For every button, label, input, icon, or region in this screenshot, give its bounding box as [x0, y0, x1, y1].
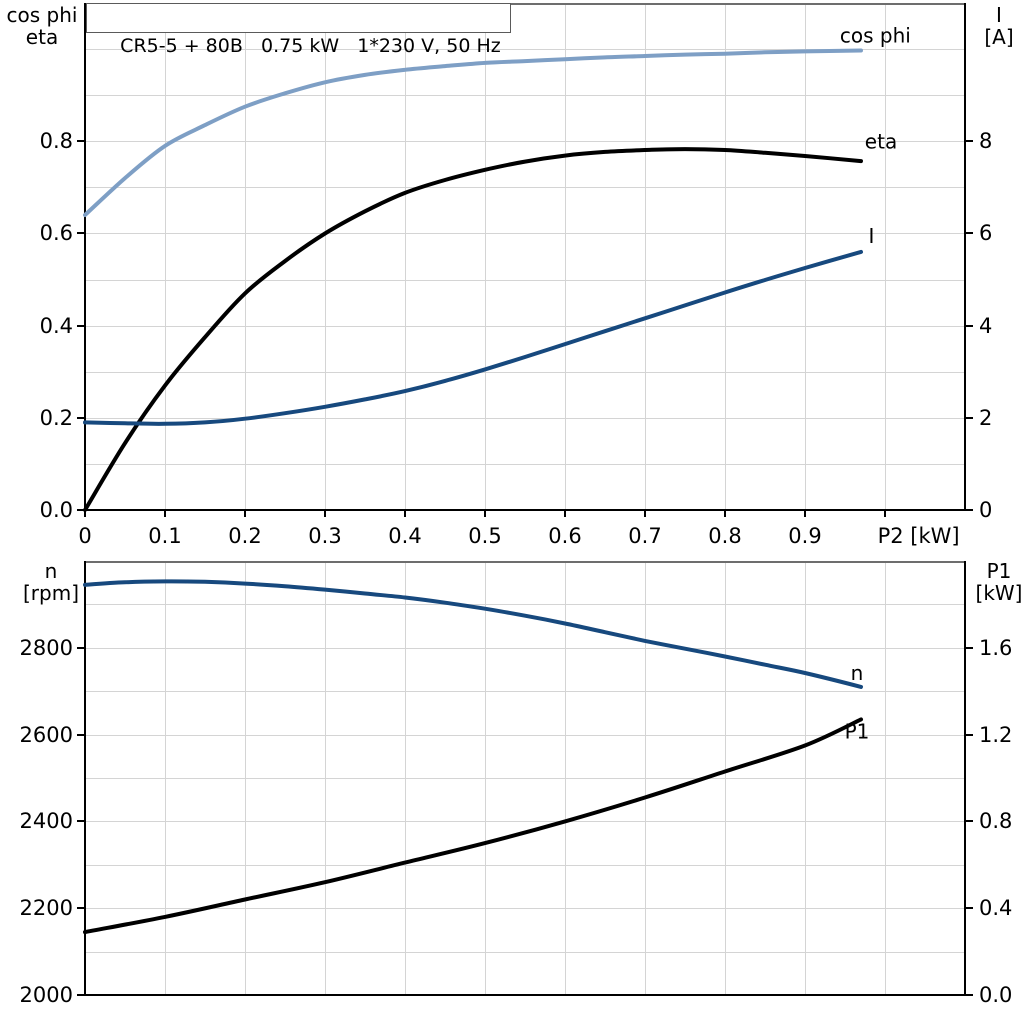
curve-label-eta: eta	[865, 129, 897, 153]
right-axis-unit-ampere: [A]	[984, 25, 1014, 49]
right-tick-label: 0.8	[979, 809, 1012, 833]
left-tick-label: 0.2	[40, 406, 73, 430]
left-axis-label-eta: eta	[25, 25, 59, 49]
right-tick-label: 1.2	[979, 723, 1012, 747]
left-tick-label: 0.6	[40, 221, 73, 245]
left-tick-label: 2800	[20, 636, 73, 660]
upper-right-axis-title: I [A]	[975, 4, 1023, 48]
right-tick-label: 1.6	[979, 636, 1012, 660]
curve-label-p1: P1	[845, 719, 870, 743]
right-tick-label: 0.0	[979, 983, 1012, 1007]
lower-right-axis-title: P1 [kW]	[973, 560, 1024, 604]
curve-eta	[83, 147, 863, 512]
lower-left-axis-title: n [rpm]	[18, 560, 84, 604]
right-tick-label: 0.4	[979, 896, 1012, 920]
x-tick-label: 0.1	[148, 524, 181, 548]
gridlines	[85, 561, 965, 995]
x-axis-label: P2 [kW]	[878, 524, 960, 548]
right-tick-label: 2	[979, 406, 992, 430]
left-axis-label-cos-phi: cos phi	[6, 3, 78, 27]
curve-label-i: I	[868, 224, 874, 248]
left-tick-label: 2400	[20, 809, 73, 833]
left-axis-label-speed: n	[44, 559, 58, 583]
lower-chart-speed-power: 2000 2200 2400 2600 2800 0.0 0.4 0.8 1.2 1.6 n P1	[20, 561, 1012, 1007]
right-axis-label-p1: P1	[986, 559, 1012, 583]
x-tick-label: 0.5	[468, 524, 501, 548]
curve-i	[83, 249, 863, 426]
x-tick-label: 0.4	[388, 524, 421, 548]
plot-frame	[77, 561, 973, 996]
left-tick-label: 2200	[20, 896, 73, 920]
right-tick-label: 4	[979, 314, 992, 338]
chart-title: CR5-5 + 80B 0.75 kW 1*230 V, 50 Hz	[120, 35, 501, 57]
upper-left-axis-title: cos phi eta	[0, 4, 84, 48]
x-tick-label: 0.7	[628, 524, 661, 548]
left-tick-label: 0.0	[40, 498, 73, 522]
x-tick-label: 0.6	[548, 524, 581, 548]
x-tick-label: 0.3	[308, 524, 341, 548]
left-tick-label: 2600	[20, 723, 73, 747]
curve-n	[83, 579, 863, 689]
x-tick-label: 0.9	[788, 524, 821, 548]
left-axis-unit-rpm: [rpm]	[22, 581, 79, 605]
right-axis-label-current: I	[996, 3, 1002, 27]
curve-label-n: n	[851, 661, 864, 685]
gridlines	[85, 3, 965, 510]
x-tick-label: 0	[78, 524, 91, 548]
left-tick-label: 0.4	[40, 314, 73, 338]
curve-cos-phi	[83, 48, 863, 217]
right-tick-label: 0	[979, 498, 992, 522]
left-tick-label: 0.8	[40, 129, 73, 153]
right-axis-unit-kw: [kW]	[975, 581, 1023, 605]
x-tick-label: 0.8	[708, 524, 741, 548]
right-tick-label: 8	[979, 129, 992, 153]
x-tick-label: 0.2	[228, 524, 261, 548]
curve-label-cos-phi: cos phi	[840, 23, 911, 47]
upper-chart-cosphi-eta-current: 0.0 0.2 0.4 0.6 0.8 0 2 4 6 8 0 0.1 0.2 0.3 0.4 0.5 0.6 0…	[40, 3, 992, 548]
left-tick-label: 2000	[20, 983, 73, 1007]
right-tick-label: 6	[979, 221, 992, 245]
curve-p1	[83, 717, 863, 935]
chart-title-box: CR5-5 + 80B 0.75 kW 1*230 V, 50 Hz	[86, 3, 511, 57]
